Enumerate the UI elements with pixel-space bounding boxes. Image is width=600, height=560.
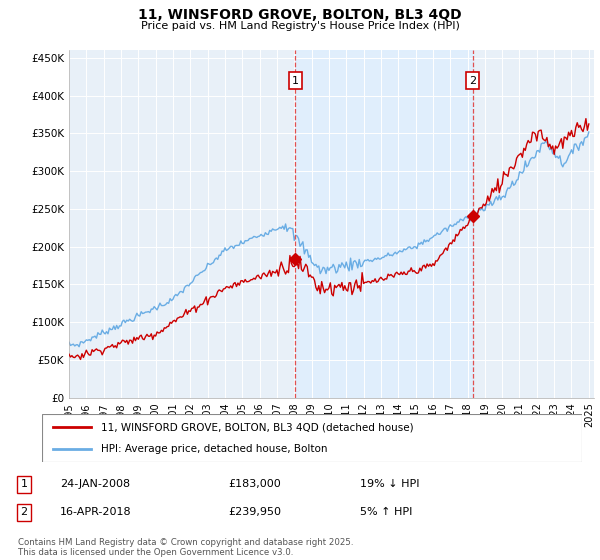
Text: Price paid vs. HM Land Registry's House Price Index (HPI): Price paid vs. HM Land Registry's House … — [140, 21, 460, 31]
Text: 2: 2 — [469, 76, 476, 86]
Text: 2: 2 — [20, 507, 28, 517]
Text: 1: 1 — [20, 479, 28, 489]
FancyBboxPatch shape — [42, 414, 582, 462]
Text: 24-JAN-2008: 24-JAN-2008 — [60, 479, 130, 489]
Bar — [295, 50, 473, 398]
Text: £183,000: £183,000 — [228, 479, 281, 489]
Text: HPI: Average price, detached house, Bolton: HPI: Average price, detached house, Bolt… — [101, 444, 328, 454]
Text: 11, WINSFORD GROVE, BOLTON, BL3 4QD (detached house): 11, WINSFORD GROVE, BOLTON, BL3 4QD (det… — [101, 422, 414, 432]
Text: 1: 1 — [292, 76, 299, 86]
Text: £239,950: £239,950 — [228, 507, 281, 517]
Text: 16-APR-2018: 16-APR-2018 — [60, 507, 131, 517]
Text: 19% ↓ HPI: 19% ↓ HPI — [360, 479, 419, 489]
Text: Contains HM Land Registry data © Crown copyright and database right 2025.
This d: Contains HM Land Registry data © Crown c… — [18, 538, 353, 557]
Text: 11, WINSFORD GROVE, BOLTON, BL3 4QD: 11, WINSFORD GROVE, BOLTON, BL3 4QD — [138, 8, 462, 22]
Text: 5% ↑ HPI: 5% ↑ HPI — [360, 507, 412, 517]
